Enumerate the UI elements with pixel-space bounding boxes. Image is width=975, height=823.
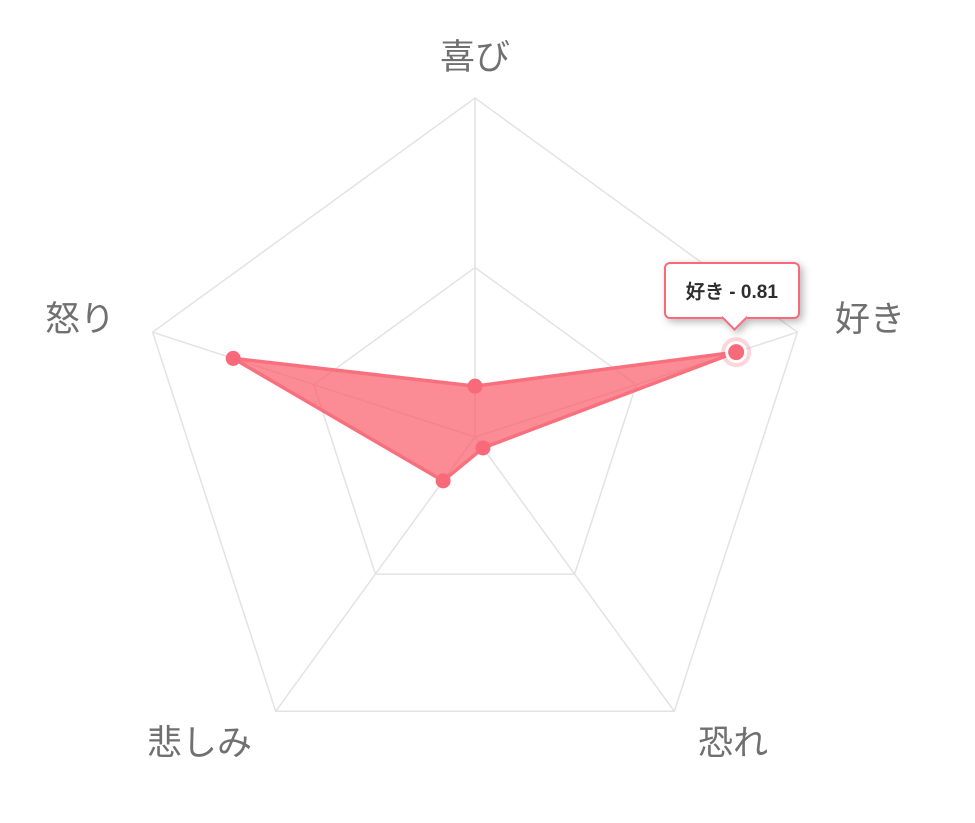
axis-label-like: 好き <box>835 299 906 339</box>
grid-ring <box>312 266 638 575</box>
data-point-anger[interactable] <box>225 350 241 366</box>
data-point-joy[interactable] <box>467 378 483 394</box>
axis-label-sadness: 悲しみ <box>146 723 252 763</box>
tooltip-separator: - <box>724 282 741 303</box>
data-point-like[interactable] <box>728 344 745 361</box>
tooltip-label: 好き <box>686 282 725 303</box>
axis-spoke-fear <box>474 436 675 712</box>
tooltip: 好き - 0.81 <box>664 262 800 331</box>
axis-label-joy: 喜び <box>439 37 511 77</box>
data-point-fear[interactable] <box>475 440 491 456</box>
radar-area <box>231 350 738 483</box>
tooltip-value: 0.81 <box>740 282 778 303</box>
axis-label-fear: 恐れ <box>698 723 769 763</box>
data-point-sadness[interactable] <box>435 473 451 489</box>
axis-label-anger: 怒り <box>44 299 115 339</box>
